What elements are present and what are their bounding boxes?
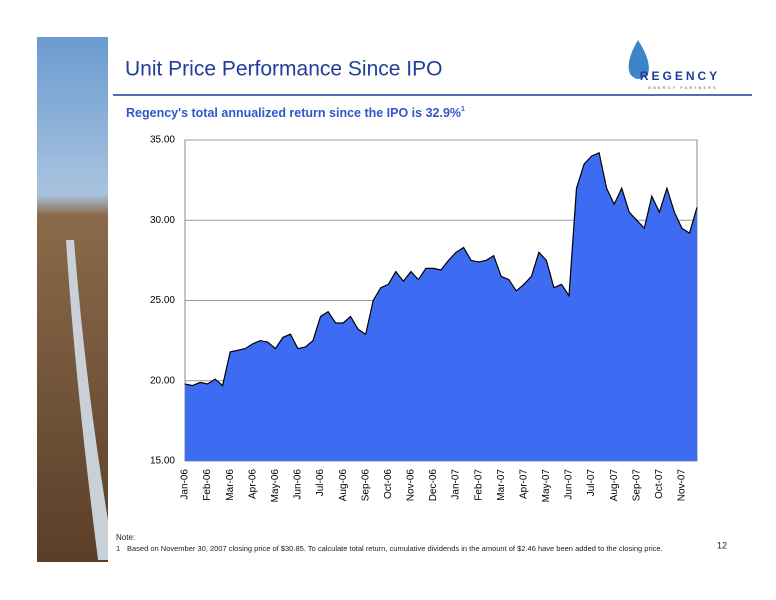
- x-tick-label: Feb-07: [473, 469, 484, 501]
- y-tick-label: 30.00: [150, 215, 175, 226]
- footnote-text: Based on November 30, 2007 closing price…: [127, 544, 663, 553]
- x-tick-label: May-07: [541, 469, 552, 503]
- pipeline: [66, 240, 108, 560]
- subtitle-note: 1: [461, 106, 465, 113]
- subtitle-text: Regency's total annualized return since …: [126, 106, 461, 120]
- x-tick-label: Nov-07: [677, 469, 688, 502]
- x-tick-label: Oct-06: [383, 469, 394, 499]
- x-tick-label: May-06: [270, 469, 281, 503]
- footnote-number: 1: [116, 544, 120, 553]
- page-number: 12: [717, 540, 727, 550]
- x-tick-label: Sep-06: [360, 469, 371, 502]
- x-tick-label: Apr-06: [247, 469, 258, 499]
- x-tick-label: Jan-06: [180, 469, 191, 500]
- footnote-heading: Note:: [116, 533, 135, 542]
- x-tick-label: Feb-06: [202, 469, 213, 501]
- x-tick-label: Nov-06: [406, 469, 417, 502]
- y-tick-label: 20.00: [150, 375, 175, 386]
- x-tick-label: Jul-06: [315, 469, 326, 497]
- x-tick-label: Jun-06: [293, 469, 304, 500]
- y-tick-label: 25.00: [150, 295, 175, 306]
- area-line: [184, 151, 698, 387]
- x-tick-label: Jul-07: [586, 469, 597, 497]
- logo-drop: [628, 40, 649, 79]
- subtitle: Regency's total annualized return since …: [126, 106, 465, 120]
- x-tick-label: Aug-07: [609, 469, 620, 502]
- logo-sub: ENERGY PARTNERS: [648, 85, 717, 90]
- x-tick-label: Jan-07: [451, 469, 462, 500]
- x-tick-label: Dec-06: [428, 469, 439, 502]
- title: Unit Price Performance Since IPO: [125, 58, 442, 81]
- x-tick-label: Oct-07: [654, 469, 665, 499]
- y-tick-label: 15.00: [150, 456, 175, 467]
- x-tick-label: Jun-07: [564, 469, 575, 500]
- area: [185, 152, 697, 462]
- logo-text: REGENCY: [640, 69, 720, 83]
- x-tick-label: Apr-07: [518, 469, 529, 499]
- x-tick-label: Aug-06: [338, 469, 349, 502]
- x-tick-label: Mar-07: [496, 469, 507, 501]
- plot: 15.00 20.00 25.00 30.00 35.00 Jan-06 Feb-06 Mar…: [150, 135, 698, 503]
- y-tick-label: 35.00: [150, 135, 175, 146]
- x-tick-label: Mar-06: [225, 469, 236, 501]
- x-tick-label: Sep-07: [631, 469, 642, 502]
